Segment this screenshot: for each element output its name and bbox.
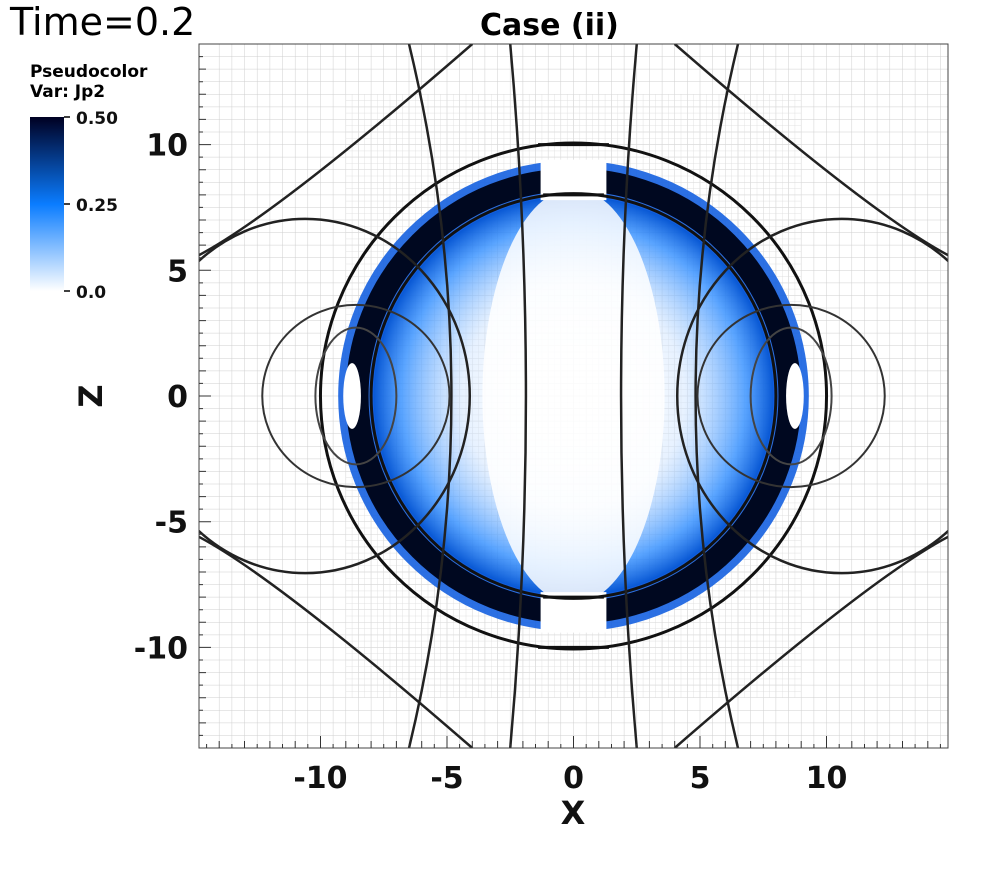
fieldline-loop-large-right	[676, 217, 948, 575]
y-tick-label: -10	[134, 631, 188, 666]
fieldline-arc-upper-right	[673, 44, 948, 257]
legend-line-2: Var: Jp2	[30, 82, 106, 102]
fieldline-loop-large-left	[199, 217, 471, 575]
x-tick-label: 0	[563, 761, 584, 796]
outer-boundary-circle	[318, 141, 829, 651]
colorbar-label-max: 0.50	[76, 109, 118, 129]
y-tick-label: 10	[146, 129, 188, 164]
legend-line-1: Pseudocolor	[30, 62, 148, 82]
side-hole-left	[343, 363, 361, 429]
y-tick-label: 0	[167, 380, 188, 415]
x-tick-label: -5	[430, 761, 463, 796]
fieldline-arc-lower-left	[199, 535, 474, 748]
central-low-region	[482, 188, 665, 604]
legend-title: Pseudocolor Var: Jp2	[30, 62, 147, 102]
fieldline-vertical-2-left	[407, 44, 453, 748]
fieldline-loop-small-right	[749, 326, 833, 466]
colorbar	[30, 117, 64, 291]
time-label: Time=0.2	[10, 0, 196, 44]
fieldline-arc-lower-right	[673, 535, 948, 748]
colorbar-label-min: 0.0	[76, 283, 106, 303]
tick-marks	[199, 56, 941, 748]
fieldline-vertical-1-right	[619, 44, 639, 748]
x-tick-label: -10	[293, 761, 347, 796]
chart-title: Case (ii)	[480, 8, 619, 43]
fieldline-loop-small-left	[314, 326, 398, 466]
x-tick-label: 5	[690, 761, 711, 796]
fieldline-vertical-1-left	[508, 44, 528, 748]
x-axis-label: X	[561, 794, 586, 832]
y-tick-label: -5	[155, 506, 188, 541]
axis-tick-labels: -10 -5 0 5 10 -10 -5 0 5 10	[134, 129, 848, 796]
axis-ticks	[199, 56, 941, 748]
y-tick-label: 5	[167, 254, 188, 289]
plot-area	[199, 44, 948, 748]
x-tick-label: 10	[806, 761, 848, 796]
fieldline-vertical-2-right	[694, 44, 740, 748]
colorbar-label-mid: 0.25	[76, 196, 118, 216]
fieldline-arc-upper-left	[199, 44, 474, 257]
current-density-field	[338, 159, 809, 633]
fieldline-loop-mid-left	[261, 303, 451, 489]
field-lines	[199, 44, 948, 748]
side-hole-right	[786, 363, 804, 429]
fieldline-loop-mid-right	[696, 303, 886, 489]
y-axis-label: Z	[72, 384, 110, 407]
